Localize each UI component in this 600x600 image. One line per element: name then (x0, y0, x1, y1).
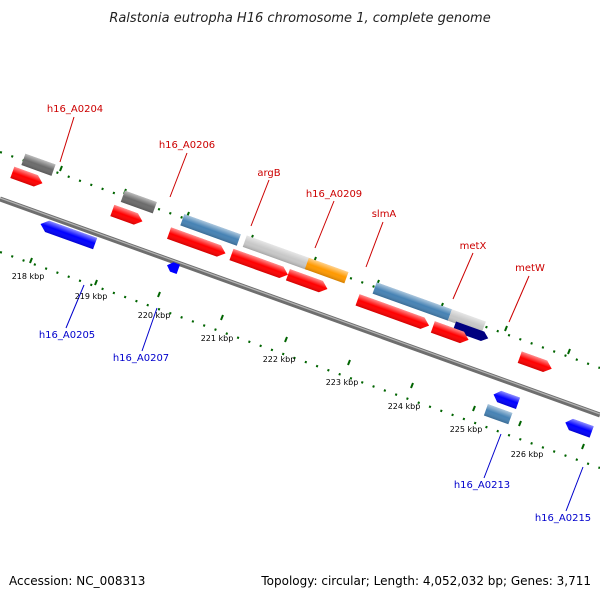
kbp-label: 224 kbp (388, 402, 421, 411)
gene-label-argb[interactable]: argB (257, 168, 280, 179)
accession-text: Accession: NC_008313 (9, 574, 145, 588)
gene-feature-navy[interactable] (452, 321, 490, 343)
kbp-label: 225 kbp (450, 425, 483, 434)
chromosome-backbone (0, 196, 600, 418)
gene-label-slma[interactable]: slmA (372, 209, 397, 220)
forward-gene-labels: h16_A0204 h16_A0206 argB h16_A0209 slmA … (47, 104, 545, 274)
cds-arrow-reverse[interactable] (38, 218, 98, 250)
cds-arrow-forward[interactable] (10, 166, 44, 189)
gene-label-h16-a0205[interactable]: h16_A0205 (39, 330, 95, 341)
chromosome-backbone-highlight (0, 197, 600, 415)
gene-label-h16-a0215[interactable]: h16_A0215 (535, 513, 591, 524)
kbp-label: 226 kbp (511, 450, 544, 459)
cds-arrow-forward[interactable] (285, 269, 330, 295)
gene-feature-h16-a0206[interactable] (120, 190, 157, 214)
feature-track (10, 153, 594, 438)
reverse-gene-labels: h16_A0205 h16_A0207 h16_A0213 h16_A0215 (39, 330, 591, 524)
cds-arrow-forward[interactable] (517, 351, 554, 375)
cds-arrow-forward[interactable] (167, 227, 228, 259)
inner-major-ticks (29, 257, 585, 450)
gene-label-h16-a0207[interactable]: h16_A0207 (113, 353, 169, 364)
kbp-label: 218 kbp (12, 272, 45, 281)
gene-label-h16-a0204[interactable]: h16_A0204 (47, 104, 103, 115)
gene-feature-metw[interactable] (447, 309, 486, 333)
kbp-label: 219 kbp (75, 292, 108, 301)
gene-feature-h16-a0209[interactable] (242, 235, 311, 270)
cds-arrow-forward[interactable] (110, 204, 144, 227)
gene-label-h16-a0206[interactable]: h16_A0206 (159, 140, 215, 151)
cds-arrow-reverse[interactable] (165, 261, 181, 275)
forward-leader-lines (59, 116, 530, 323)
gene-feature-metx[interactable] (372, 282, 452, 321)
cds-arrow-reverse[interactable] (563, 417, 594, 438)
gene-feature-reverse[interactable] (483, 404, 513, 425)
topology-text: Topology: circular; Length: 4,052,032 bp… (260, 574, 591, 588)
gene-feature-slma[interactable] (304, 257, 349, 284)
cds-arrow-forward[interactable] (229, 248, 290, 281)
cds-arrow-forward[interactable] (355, 294, 432, 331)
kbp-label: 223 kbp (326, 378, 359, 387)
reverse-leader-lines (65, 284, 584, 512)
gene-label-h16-a0209[interactable]: h16_A0209 (306, 189, 362, 200)
kbp-label: 220 kbp (138, 311, 171, 320)
cds-arrow-reverse[interactable] (492, 389, 521, 409)
gene-feature-argb[interactable] (180, 214, 241, 246)
gene-label-h16-a0213[interactable]: h16_A0213 (454, 480, 510, 491)
kbp-label: 222 kbp (263, 355, 296, 364)
map-title: Ralstonia eutropha H16 chromosome 1, com… (109, 11, 490, 26)
gene-label-metx[interactable]: metX (460, 241, 487, 252)
kbp-label: 221 kbp (201, 334, 234, 343)
gene-feature-h16-a0204[interactable] (21, 153, 56, 176)
gene-label-metw[interactable]: metW (515, 263, 545, 274)
cds-arrow-forward[interactable] (430, 321, 471, 345)
scale-labels: 218 kbp 219 kbp 220 kbp 221 kbp 222 kbp … (12, 272, 544, 459)
